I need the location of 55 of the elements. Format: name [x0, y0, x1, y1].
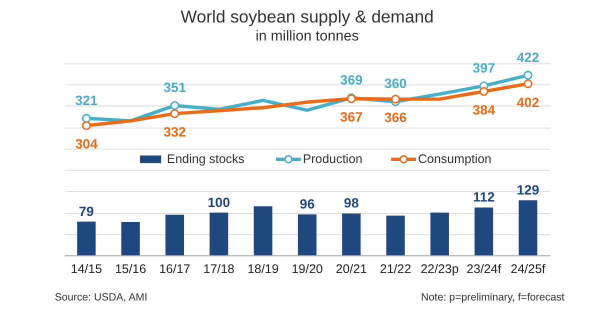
bar	[386, 216, 405, 256]
data-label: 100	[208, 194, 230, 210]
data-label: 321	[75, 92, 98, 108]
bar	[254, 206, 272, 256]
data-label: 360	[384, 76, 407, 92]
data-label: 332	[164, 124, 186, 140]
data-label: 369	[340, 72, 363, 88]
x-tick-label: 18/19	[247, 262, 279, 276]
x-tick-label: 17/18	[203, 262, 235, 276]
bar	[165, 214, 184, 256]
bar	[298, 214, 316, 256]
data-label: 98	[344, 196, 360, 211]
point	[82, 121, 91, 130]
legend-label: Ending stocks	[166, 152, 245, 166]
bar	[474, 207, 494, 256]
point	[391, 94, 400, 104]
point	[524, 70, 532, 80]
data-label: 366	[384, 110, 407, 126]
legend-label: Production	[302, 152, 362, 166]
bar	[121, 222, 140, 256]
x-tick-label: 24/25f	[510, 262, 546, 276]
source-note: Source: USDA, AMI	[54, 291, 148, 304]
point	[479, 87, 488, 96]
x-tick-label: 19/20	[292, 262, 323, 276]
chart-subtitle: in million tonnes	[256, 28, 359, 45]
data-label: 367	[340, 110, 363, 125]
x-tick-label: 20/21	[336, 262, 368, 276]
x-tick-label: 23/24f	[466, 262, 502, 276]
data-label: 79	[78, 204, 94, 219]
point	[170, 101, 180, 110]
data-label: 96	[300, 196, 315, 212]
data-label: 304	[75, 136, 98, 152]
x-tick-label: 16/17	[159, 262, 190, 276]
bar	[77, 222, 96, 256]
x-tick-label: 14/15	[70, 262, 102, 276]
data-label: 422	[516, 50, 540, 65]
x-tick-label: 22/23p	[420, 262, 459, 276]
bar	[210, 212, 228, 256]
bar	[430, 212, 449, 256]
x-tick-label: 21/22	[380, 262, 412, 276]
point	[170, 109, 180, 118]
data-label: 384	[472, 102, 496, 118]
text: Note: p=preliminary, f=forecast	[421, 291, 565, 304]
data-label: 112	[472, 190, 495, 205]
bar	[518, 200, 538, 256]
point	[524, 79, 532, 88]
data-label: 129	[516, 182, 540, 198]
point	[82, 114, 91, 123]
bar	[342, 213, 361, 256]
data-label: 351	[164, 80, 186, 96]
x-tick-label: 15/16	[114, 262, 146, 276]
data-label: 397	[472, 60, 496, 76]
data-label: 402	[516, 94, 540, 110]
chart-title: World soybean supply & demand	[180, 6, 434, 26]
legend-label: Consumption	[418, 152, 492, 166]
